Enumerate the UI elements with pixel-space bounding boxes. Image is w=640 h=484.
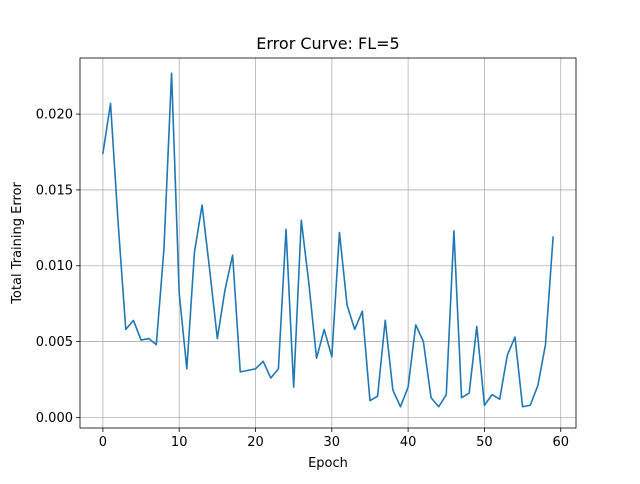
x-tick-label: 10 <box>171 435 188 450</box>
series-layer <box>102 72 554 408</box>
y-tick-label: 0.005 <box>36 335 73 350</box>
x-tick-label: 30 <box>324 435 341 450</box>
y-tick-label: 0.015 <box>36 183 73 198</box>
x-tick-label: 50 <box>476 435 493 450</box>
y-tick-label: 0.020 <box>36 108 73 123</box>
y-axis-label: Total Training Error <box>10 182 25 305</box>
x-axis-label: Epoch <box>308 456 348 471</box>
series-line <box>102 72 554 408</box>
chart-title: Error Curve: FL=5 <box>256 34 399 53</box>
tick-layer: 0 10 20 30 40 50 60 0.000 0.005 0.010 0.015 0.020 <box>36 108 569 450</box>
x-tick-label: 40 <box>400 435 417 450</box>
x-tick-label: 0 <box>99 435 107 450</box>
plot-frame <box>79 57 577 429</box>
x-tick-label: 20 <box>247 435 264 450</box>
y-tick-label: 0.000 <box>36 411 73 426</box>
x-tick-label: 60 <box>552 435 569 450</box>
y-tick-label: 0.010 <box>36 259 73 274</box>
